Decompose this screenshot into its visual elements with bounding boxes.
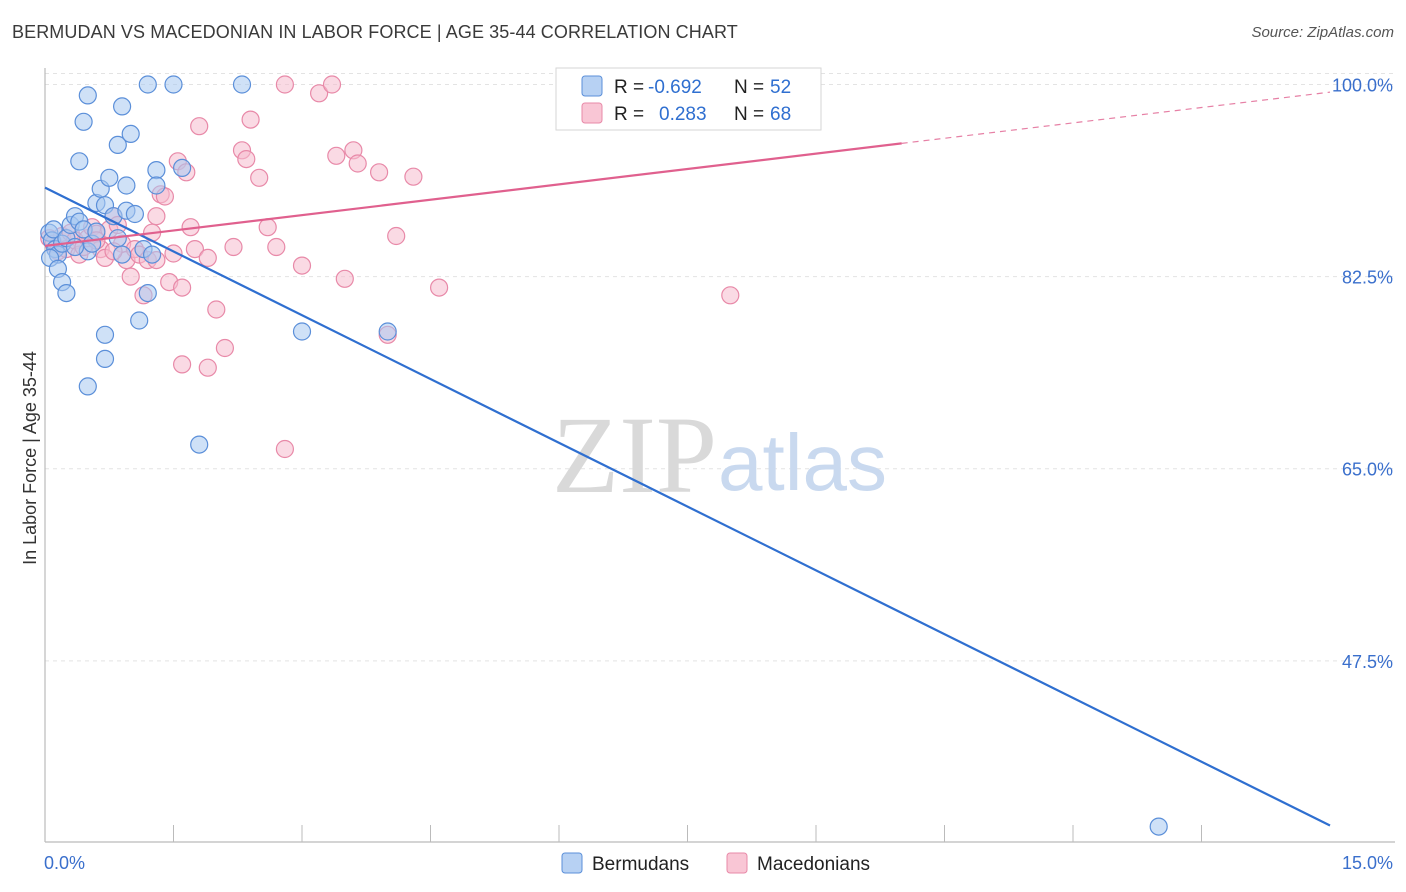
bermudan-point — [108, 135, 127, 154]
macedonian-point — [430, 278, 449, 297]
macedonian-point — [237, 150, 256, 169]
legend-swatch-bermudans — [581, 75, 603, 97]
macedonian-trend-extension — [901, 91, 1331, 144]
y-axis-label: In Labor Force | Age 35-44 — [20, 351, 40, 565]
y-tick-label: 82.5% — [1342, 268, 1393, 288]
macedonian-point — [258, 218, 277, 237]
macedonian-point — [322, 75, 342, 94]
watermark: ZIP atlas — [552, 394, 887, 516]
macedonian-point — [185, 240, 204, 259]
bermudan-point — [378, 322, 397, 341]
legend-r-value-2: 0.283 — [659, 104, 707, 125]
bermudan-point — [74, 112, 93, 131]
bermudan-point — [121, 124, 140, 143]
macedonian-point — [267, 237, 286, 257]
watermark-zip: ZIP — [552, 394, 717, 516]
macedonian-point — [173, 355, 192, 374]
legend-n-label-1: N = — [734, 77, 764, 98]
bermudan-point — [143, 245, 162, 264]
bermudan-point — [164, 75, 183, 94]
bermudan-point — [70, 152, 89, 171]
macedonian-point — [190, 117, 209, 136]
bermudan-point — [292, 322, 312, 341]
macedonian-point — [241, 110, 260, 129]
macedonian-point — [327, 146, 346, 165]
legend: R = -0.692 N = 52 R = 0.283 N = 68 — [555, 67, 822, 131]
legend-n-value-1: 52 — [770, 77, 791, 98]
macedonian-point — [198, 358, 217, 377]
bermudan-point — [87, 222, 106, 241]
macedonian-point — [370, 163, 389, 182]
bermudan-point — [100, 168, 119, 187]
macedonian-point — [250, 168, 269, 187]
x-tick-label: 15.0% — [1342, 853, 1393, 873]
bermudan-point — [112, 97, 132, 116]
macedonian-point — [404, 167, 423, 186]
bermudan-point — [44, 220, 63, 239]
axes — [44, 68, 1395, 843]
bermudan-point — [117, 176, 136, 195]
bermudan-trend-line — [44, 186, 1331, 827]
bermudan-point — [57, 284, 76, 303]
y-tick-label: 65.0% — [1342, 460, 1393, 480]
scatter-points — [40, 75, 1168, 836]
bermudan-point — [130, 311, 149, 330]
legend-r-label-2: R = — [614, 104, 644, 125]
chart-title: BERMUDAN VS MACEDONIAN IN LABOR FORCE | … — [12, 22, 738, 42]
x-tick-label: 0.0% — [44, 853, 85, 873]
macedonian-point — [335, 269, 354, 288]
macedonian-point — [198, 248, 217, 267]
macedonian-point — [215, 338, 234, 358]
bermudan-point — [95, 325, 115, 344]
source-note: Source: ZipAtlas.com — [1251, 24, 1394, 41]
bottom-legend-macedonians: Macedonians — [757, 854, 870, 875]
macedonian-point — [721, 286, 740, 305]
bermudan-point — [190, 435, 209, 454]
bermudan-point — [1149, 817, 1168, 836]
macedonian-point — [147, 207, 166, 226]
y-tick-label: 47.5% — [1342, 652, 1393, 672]
bermudan-point — [112, 245, 132, 264]
bottom-legend-swatch-bermudans — [561, 852, 583, 874]
macedonian-point — [275, 439, 294, 459]
bottom-legend-swatch-macedonians — [726, 852, 748, 874]
legend-n-value-2: 68 — [770, 104, 791, 125]
bermudan-point — [95, 349, 115, 368]
y-tick-labels: 100.0% 82.5% 65.0% 47.5% — [1332, 75, 1393, 671]
macedonian-point — [207, 300, 226, 319]
bermudan-point — [78, 86, 97, 105]
macedonian-point — [387, 226, 406, 246]
macedonian-point — [292, 256, 312, 275]
bottom-legend-bermudans: Bermudans — [592, 854, 689, 875]
bermudan-point — [138, 75, 157, 94]
bermudan-point — [147, 176, 166, 195]
bermudan-point — [147, 161, 166, 180]
legend-r-value-1: -0.692 — [648, 77, 702, 98]
macedonian-point — [348, 154, 367, 173]
bermudan-point — [232, 75, 252, 94]
macedonian-point — [121, 267, 140, 286]
watermark-atlas: atlas — [718, 418, 887, 507]
legend-swatch-macedonians — [581, 102, 603, 124]
legend-r-label-1: R = — [614, 77, 644, 98]
macedonian-point — [173, 278, 192, 297]
bermudan-point — [138, 284, 157, 303]
macedonian-point — [275, 75, 294, 94]
macedonian-point — [310, 84, 329, 103]
bottom-legend: Bermudans Macedonians — [561, 852, 870, 875]
macedonian-trend-line — [44, 142, 902, 247]
trend-lines — [44, 91, 1331, 827]
legend-n-label-2: N = — [734, 104, 764, 125]
y-tick-label: 100.0% — [1332, 75, 1393, 95]
bermudan-point — [173, 158, 192, 177]
bermudan-point — [78, 377, 97, 396]
bermudan-point — [125, 204, 144, 224]
x-tick-labels: 0.0% 15.0% — [44, 853, 1393, 873]
macedonian-point — [224, 237, 243, 257]
